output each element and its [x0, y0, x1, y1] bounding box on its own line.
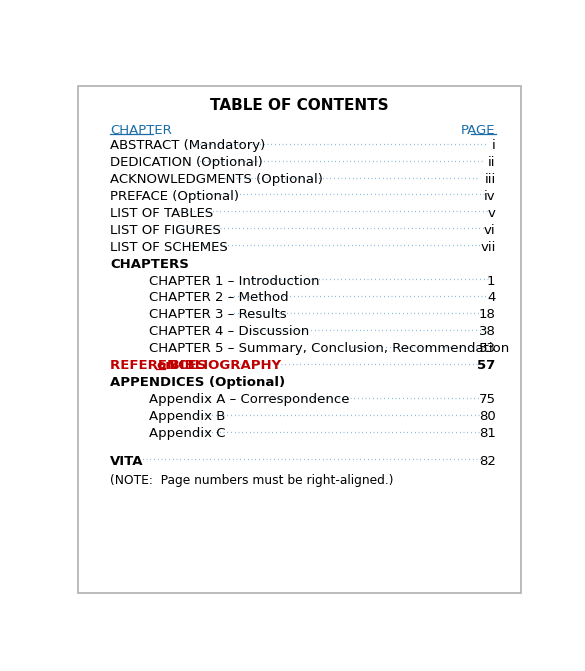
Text: TABLE OF CONTENTS: TABLE OF CONTENTS: [211, 98, 389, 113]
Text: 38: 38: [479, 325, 495, 338]
Text: vii: vii: [480, 241, 495, 254]
Text: v: v: [488, 207, 495, 220]
Text: 82: 82: [479, 455, 495, 468]
Text: CHAPTER: CHAPTER: [111, 124, 172, 138]
Text: ACKNOWLEDGMENTS (Optional): ACKNOWLEDGMENTS (Optional): [111, 173, 328, 186]
Text: 1: 1: [487, 274, 495, 288]
Text: CHAPTER 4 – Discussion: CHAPTER 4 – Discussion: [149, 325, 314, 338]
Text: 18: 18: [479, 309, 495, 321]
Text: APPENDICES (Optional): APPENDICES (Optional): [111, 376, 285, 389]
Text: 81: 81: [479, 427, 495, 440]
Text: 53: 53: [479, 342, 495, 356]
Text: BIBLIOGRAPHY: BIBLIOGRAPHY: [165, 359, 285, 372]
Text: PREFACE (Optional): PREFACE (Optional): [111, 190, 239, 203]
Text: Appendix C: Appendix C: [149, 427, 230, 440]
Text: 57: 57: [477, 359, 495, 372]
Text: CHAPTER 2 – Method: CHAPTER 2 – Method: [149, 291, 293, 305]
Text: or: or: [156, 359, 172, 372]
Text: DEDICATION (Optional): DEDICATION (Optional): [111, 156, 263, 169]
Text: vi: vi: [484, 223, 495, 237]
Text: PAGE: PAGE: [461, 124, 495, 138]
Text: ii: ii: [488, 156, 495, 169]
Text: Appendix B: Appendix B: [149, 410, 230, 423]
Text: LIST OF TABLES: LIST OF TABLES: [111, 207, 218, 220]
Text: iii: iii: [484, 173, 495, 186]
Text: CHAPTER 1 – Introduction: CHAPTER 1 – Introduction: [149, 274, 319, 288]
Text: 80: 80: [479, 410, 495, 423]
Text: CHAPTERS: CHAPTERS: [111, 258, 189, 270]
Text: 4: 4: [487, 291, 495, 305]
Text: Appendix A – Correspondence: Appendix A – Correspondence: [149, 393, 350, 406]
Text: i: i: [492, 139, 495, 152]
Text: LIST OF FIGURES: LIST OF FIGURES: [111, 223, 225, 237]
Text: 75: 75: [479, 393, 495, 406]
Text: VITA: VITA: [111, 455, 144, 468]
Text: LIST OF SCHEMES: LIST OF SCHEMES: [111, 241, 232, 254]
Text: iv: iv: [484, 190, 495, 203]
Text: ABSTRACT (Mandatory): ABSTRACT (Mandatory): [111, 139, 266, 152]
Text: CHAPTER 3 – Results: CHAPTER 3 – Results: [149, 309, 291, 321]
Text: CHAPTER 5 – Summary, Conclusion, Recommendation: CHAPTER 5 – Summary, Conclusion, Recomme…: [149, 342, 514, 356]
Text: (NOTE:  Page numbers must be right-aligned.): (NOTE: Page numbers must be right-aligne…: [111, 474, 394, 487]
Text: REFERENCES: REFERENCES: [111, 359, 211, 372]
